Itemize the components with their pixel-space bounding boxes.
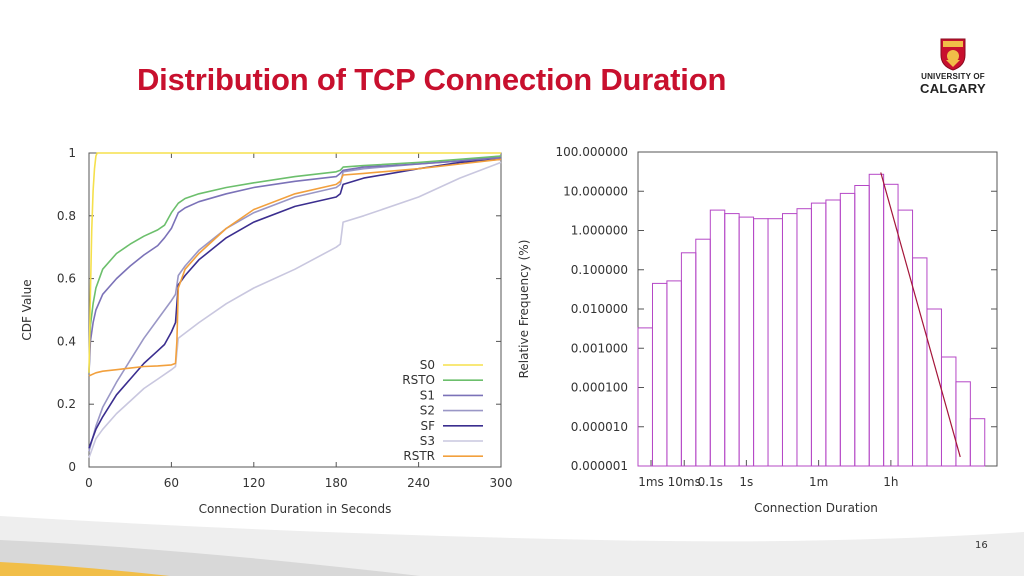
hist-y-tick-label: 0.000010 [571,420,628,434]
cdf-series-rsto [88,155,502,373]
cdf-y-tick-label: 0 [68,460,76,474]
hist-y-tick-label: 1.000000 [571,224,628,238]
hist-bar [955,381,971,467]
hist-bar [709,209,726,467]
hist-x-tick-label: 0.1s [698,475,723,489]
hist-bar [810,202,827,467]
hist-bar [897,209,914,467]
hist-bar [969,418,986,467]
hist-bar [652,282,668,467]
logo-text-university: UNIVERSITY OF [921,72,985,81]
cdf-x-tick-label: 0 [85,476,93,490]
cdf-series-s3 [88,161,502,458]
cdf-x-tick-label: 300 [490,476,513,490]
hist-x-axis-label: Connection Duration [754,501,878,515]
logo-text-calgary: CALGARY [920,81,986,96]
hist-bar [854,185,870,467]
slide-title: Distribution of TCP Connection Duration [137,62,727,97]
cdf-series-sf [88,158,502,449]
crest-icon [940,38,966,71]
hist-y-tick-label: 0.000001 [571,459,628,473]
frequency-histogram: 0.000001 0.000010 0.000100 0.001000 0.010000… [517,145,998,515]
footer-wave [0,516,1024,576]
cdf-series-s0 [88,152,501,373]
hist-bar [767,218,783,467]
cdf-legend-label-s2: S2 [420,404,435,418]
cdf-y-tick-label: 0.4 [57,334,76,348]
university-logo: UNIVERSITY OF CALGARY [908,36,998,98]
cdf-series-s2 [88,155,502,452]
hist-fit-line [880,172,961,458]
hist-bar [912,257,928,467]
hist-bar [839,192,856,467]
cdf-chart: 0 0.2 0.4 0.6 0.8 1 0 60 120 180 240 300 Connection … [20,146,513,516]
cdf-legend-label-sf: SF [420,419,435,433]
page-number: 16 [975,540,988,551]
cdf-x-tick-label: 60 [164,476,179,490]
hist-bar [782,213,798,467]
cdf-y-tick-label: 0.6 [57,272,76,286]
hist-bar [753,218,769,467]
cdf-x-tick-label: 180 [325,476,348,490]
hist-bar [941,356,957,467]
hist-bar [825,199,841,467]
cdf-legend-label-rstr: RSTR [403,449,435,463]
cdf-y-tick-label: 1 [68,146,76,160]
cdf-x-tick-label: 120 [242,476,265,490]
hist-y-tick-label: 10.000000 [563,184,628,198]
hist-y-tick-label: 0.010000 [571,302,628,316]
hist-x-tick-label: 1m [809,475,828,489]
hist-bar [926,308,942,467]
hist-bar [695,238,711,467]
hist-plot-frame [637,151,998,467]
cdf-legend-label-rsto: RSTO [402,373,435,387]
hist-bar [738,216,755,467]
cdf-legend-label-s0: S0 [420,358,435,372]
cdf-legend-label-s3: S3 [420,434,435,448]
cdf-legend-label-s1: S1 [420,388,435,402]
cdf-series-s1 [88,156,502,373]
cdf-y-tick-label: 0.8 [57,209,76,223]
hist-bar [796,208,812,467]
cdf-series-rstr [88,158,502,377]
hist-bar [666,280,682,467]
hist-x-tick-label: 10ms [668,475,701,489]
hist-y-tick-label: 100.000000 [555,145,628,159]
hist-x-tick-label: 1ms [638,475,664,489]
hist-bar [680,252,697,467]
cdf-x-tick-label: 240 [407,476,430,490]
cdf-y-axis-label: CDF Value [20,279,34,340]
hist-y-axis-label: Relative Frequency (%) [517,240,531,379]
cdf-x-axis-label: Connection Duration in Seconds [199,502,392,516]
hist-x-tick-label: 1h [883,475,898,489]
hist-bar [724,213,740,467]
hist-y-tick-label: 0.100000 [571,263,628,277]
hist-bar [868,173,885,467]
hist-y-tick-label: 0.000100 [571,381,628,395]
cdf-y-tick-label: 0.2 [57,397,76,411]
hist-y-tick-label: 0.001000 [571,341,628,355]
hist-x-tick-label: 1s [739,475,753,489]
